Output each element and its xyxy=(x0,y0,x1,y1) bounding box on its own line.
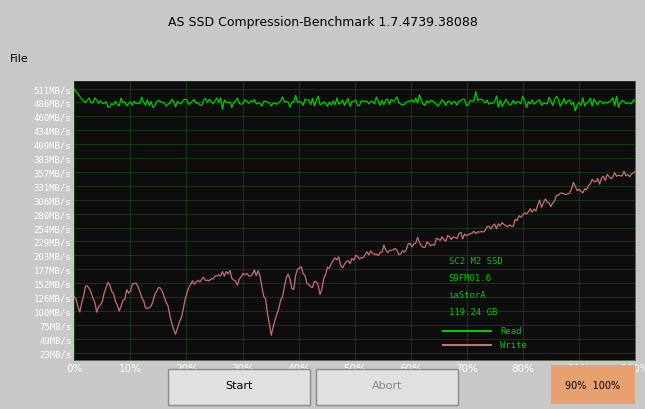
Text: 90%  100%: 90% 100% xyxy=(564,380,620,391)
Text: SC2 M2 SSD: SC2 M2 SSD xyxy=(448,257,502,266)
Text: File: File xyxy=(10,54,28,64)
Text: iaStorA: iaStorA xyxy=(448,291,486,300)
FancyBboxPatch shape xyxy=(168,369,310,405)
Text: S9FM01.6: S9FM01.6 xyxy=(448,274,491,283)
Text: Read: Read xyxy=(500,327,522,336)
Text: Write: Write xyxy=(500,340,527,349)
Text: 119.24 GB: 119.24 GB xyxy=(448,308,497,317)
Text: Start: Start xyxy=(225,380,252,391)
Text: AS SSD Compression-Benchmark 1.7.4739.38088: AS SSD Compression-Benchmark 1.7.4739.38… xyxy=(168,16,477,29)
FancyBboxPatch shape xyxy=(316,369,458,405)
Text: Abort: Abort xyxy=(372,380,402,391)
FancyBboxPatch shape xyxy=(551,365,635,404)
